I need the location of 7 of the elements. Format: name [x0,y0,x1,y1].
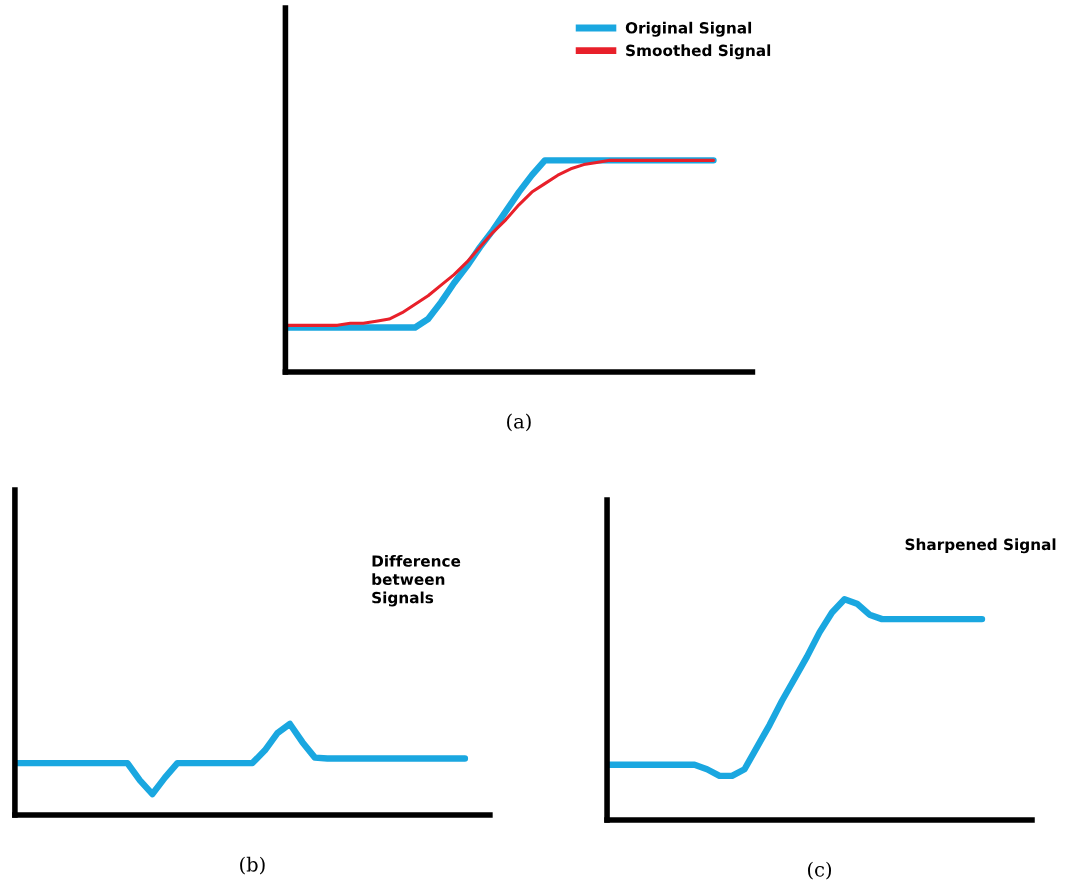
text: Difference between Signals [372,555,461,607]
x-axis-title: (b) [240,856,265,875]
legend-label: Smoothed Signal [626,44,771,60]
legend-label: Original Signal [625,21,752,37]
x-axis-title: (c) [808,861,832,880]
text: Sharpened Signal [905,538,1056,554]
x-axis-title: (a) [507,413,531,432]
